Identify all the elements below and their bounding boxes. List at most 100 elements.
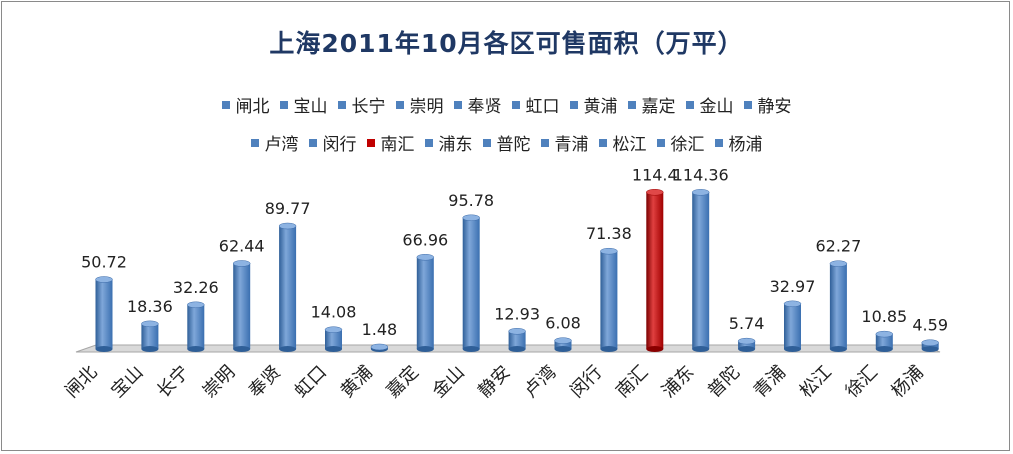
data-label: 32.26 [173, 278, 219, 297]
x-tick-label: 徐汇 [842, 362, 882, 402]
legend-label: 金山 [699, 97, 734, 117]
legend-swatch [685, 100, 694, 109]
bar [921, 339, 939, 352]
legend-swatch [714, 138, 723, 147]
legend-item: 长宁 [337, 92, 386, 117]
legend-swatch [511, 100, 520, 109]
legend-label: 长宁 [351, 97, 386, 117]
x-tick-label: 闸北 [61, 362, 101, 402]
data-label: 89.77 [265, 199, 311, 218]
legend-label: 普陀 [496, 135, 531, 155]
bar [508, 328, 526, 352]
bar [875, 330, 894, 352]
legend-swatch [743, 100, 752, 109]
legend-label: 闵行 [322, 135, 357, 155]
legend-row-1: 闸北 宝山 长宁 崇明 奉贤 虹口 黄浦 嘉定 金山 静安 [2, 92, 1011, 117]
data-label: 1.48 [362, 320, 398, 339]
legend-label: 奉贤 [467, 97, 502, 117]
data-label: 10.85 [861, 307, 907, 326]
legend-swatch [424, 138, 433, 147]
data-label: 114.4 [632, 165, 678, 184]
data-label: 114.36 [673, 165, 729, 184]
legend-swatch [366, 138, 375, 147]
legend-item: 金山 [685, 92, 734, 117]
bar [554, 337, 572, 352]
legend-swatch [221, 100, 230, 109]
legend-swatch [395, 100, 404, 109]
x-tick-label: 南汇 [612, 362, 652, 402]
data-label: 62.44 [219, 236, 265, 255]
legend-item: 南汇 [366, 130, 415, 155]
data-label: 62.27 [815, 237, 861, 256]
chart-floor [75, 344, 941, 353]
legend-item: 黄浦 [569, 92, 618, 117]
data-label: 18.36 [127, 297, 173, 316]
x-tick-label: 闵行 [566, 362, 606, 402]
x-tick-label: 普陀 [704, 362, 744, 402]
legend-swatch [540, 138, 549, 147]
legend-label: 嘉定 [641, 97, 676, 117]
bar [462, 214, 480, 352]
data-label: 66.96 [402, 230, 448, 249]
legend-label: 崇明 [409, 97, 444, 117]
legend-item: 嘉定 [627, 92, 676, 117]
legend-item: 虹口 [511, 92, 560, 117]
data-label: 12.93 [494, 304, 540, 323]
legend-label: 闸北 [235, 97, 270, 117]
legend-label: 黄浦 [583, 97, 618, 117]
legend-item: 崇明 [395, 92, 444, 117]
legend-label: 徐汇 [670, 135, 705, 155]
x-tick-label: 金山 [428, 362, 468, 402]
bar [600, 247, 618, 352]
bar [141, 320, 159, 352]
legend-label: 宝山 [293, 97, 328, 117]
x-tick-label: 虹口 [291, 362, 331, 402]
bar [691, 189, 710, 352]
legend-swatch [279, 100, 288, 109]
bar [829, 260, 848, 352]
bar [737, 337, 756, 352]
chart-title: 上海2011年10月各区可售面积（万平） [269, 29, 744, 58]
legend-item: 松江 [598, 130, 647, 155]
legend-swatch [453, 100, 462, 109]
bar [232, 260, 251, 352]
legend-swatch [337, 100, 346, 109]
legend-item: 宝山 [279, 92, 328, 117]
legend-item: 青浦 [540, 130, 589, 155]
legend-item: 奉贤 [453, 92, 502, 117]
legend-swatch [308, 138, 317, 147]
legend-item: 浦东 [424, 130, 473, 155]
x-tick-label: 浦东 [658, 362, 698, 402]
legend-label: 静安 [757, 97, 792, 117]
data-label: 50.72 [81, 253, 127, 272]
x-tick-label: 卢湾 [520, 362, 560, 402]
legend-swatch [569, 100, 578, 109]
legend-item: 徐汇 [656, 130, 705, 155]
bar [416, 254, 435, 352]
legend-item: 闸北 [221, 92, 270, 117]
legend-label: 南汇 [380, 135, 415, 155]
bar [646, 189, 664, 352]
legend-swatch [598, 138, 607, 147]
data-label: 71.38 [586, 224, 632, 243]
legend-label: 卢湾 [264, 135, 299, 155]
legend-item: 闵行 [308, 130, 357, 155]
legend-label: 虹口 [525, 97, 560, 117]
legend-label: 松江 [612, 135, 647, 155]
legend-label: 杨浦 [728, 135, 763, 155]
data-label: 5.74 [729, 314, 765, 333]
legend-label: 青浦 [554, 135, 589, 155]
legend-item: 杨浦 [714, 130, 763, 155]
legend-swatch [627, 100, 636, 109]
x-tick-label: 嘉定 [383, 362, 423, 402]
legend-item: 普陀 [482, 130, 531, 155]
legend-row-2: 卢湾 闵行 南汇 浦东 普陀 青浦 松江 徐汇 杨浦 [2, 130, 1011, 155]
x-tick-label: 松江 [796, 362, 836, 402]
x-tick-label: 奉贤 [245, 362, 285, 402]
x-tick-label: 崇明 [199, 362, 239, 402]
data-label: 4.59 [912, 316, 948, 335]
bar [95, 276, 113, 352]
data-label: 14.08 [311, 303, 357, 322]
